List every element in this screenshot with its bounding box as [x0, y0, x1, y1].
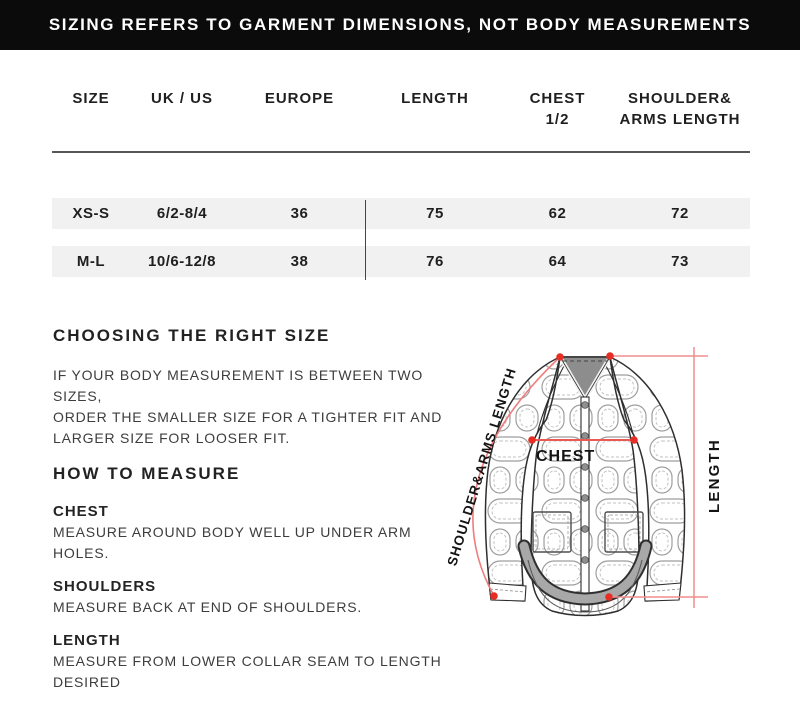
cell-uk-us: 10/6-12/8	[148, 253, 216, 270]
column-header-shoulder-arms: SHOULDER& ARMS LENGTH	[619, 90, 741, 128]
length-label: LENGTH	[706, 438, 720, 513]
jacket-measurement-diagram: CHEST LENGTH SHOULDER&ARMS LENGTH	[444, 347, 720, 617]
measure-item-shoulders: SHOULDERS MEASURE BACK AT END OF SHOULDE…	[53, 577, 468, 618]
table-column-divider	[365, 200, 366, 280]
cell-europe: 38	[290, 253, 309, 270]
shoulder-arms-measure-line	[472, 356, 561, 597]
measure-desc: MEASURE AROUND BODY WELL UP UNDER ARM HO…	[53, 524, 412, 561]
measure-desc: MEASURE FROM LOWER COLLAR SEAM TO LENGTH	[53, 653, 442, 669]
cell-chest: 62	[548, 205, 567, 222]
size-table: SIZE UK / US EUROPE LENGTH CHEST 1/2 SHO…	[52, 60, 750, 280]
size-table-header-row: SIZE UK / US EUROPE LENGTH CHEST 1/2 SHO…	[52, 60, 750, 153]
measure-endpoint-dots	[490, 352, 638, 601]
measure-list: CHEST MEASURE AROUND BODY WELL UP UNDER …	[53, 502, 468, 706]
cell-uk-us: 6/2-8/4	[156, 205, 208, 222]
chest-label: CHEST	[536, 448, 595, 465]
paragraph-line: IF YOUR BODY MEASUREMENT IS BETWEEN TWO …	[53, 367, 424, 404]
cell-length: 76	[426, 253, 444, 270]
paragraph-line: LARGER SIZE FOR LOOSER FIT.	[53, 430, 291, 446]
jacket-illustration	[484, 356, 686, 617]
sizing-disclaimer-text: SIZING REFERS TO GARMENT DIMENSIONS, NOT…	[48, 15, 752, 34]
column-header-chest: CHEST 1/2	[529, 90, 586, 128]
column-header-europe: EUROPE	[264, 90, 335, 107]
cell-chest: 64	[548, 253, 567, 270]
cell-size: XS-S	[72, 205, 110, 222]
measure-label: LENGTH	[53, 632, 121, 649]
column-header-uk-us: UK / US	[150, 90, 213, 107]
left-pocket	[532, 511, 572, 553]
measure-label: SHOULDERS	[53, 578, 157, 595]
cell-length: 75	[426, 205, 444, 222]
paragraph-line: ORDER THE SMALLER SIZE FOR A TIGHTER FIT…	[53, 409, 443, 425]
hem-band	[519, 541, 651, 604]
measure-item-length: LENGTH MEASURE FROM LOWER COLLAR SEAM TO…	[53, 631, 468, 693]
raglan-seam-left	[536, 361, 567, 435]
measure-label: CHEST	[53, 503, 109, 520]
cell-europe: 36	[290, 205, 309, 222]
cell-shoulder-arms: 72	[671, 205, 689, 222]
choosing-size-paragraph: IF YOUR BODY MEASUREMENT IS BETWEEN TWO …	[53, 365, 468, 449]
left-cuff	[488, 582, 527, 602]
sizing-disclaimer-banner: SIZING REFERS TO GARMENT DIMENSIONS, NOT…	[0, 0, 800, 50]
measure-desc: MEASURE BACK AT END OF SHOULDERS.	[53, 599, 363, 615]
raglan-seam-right	[603, 361, 634, 435]
table-row-xs-s: XS-S 6/2-8/4 36 75 62 72	[52, 198, 750, 229]
cell-size: M-L	[76, 253, 106, 270]
column-header-length: LENGTH	[401, 90, 469, 107]
measure-item-chest: CHEST MEASURE AROUND BODY WELL UP UNDER …	[53, 502, 468, 564]
hem-edge	[527, 559, 643, 613]
how-to-measure-heading: HOW TO MEASURE	[53, 464, 241, 483]
table-row-m-l: M-L 10/6-12/8 38 76 64 73	[52, 246, 750, 277]
column-header-size: SIZE	[72, 90, 110, 107]
buttons	[581, 401, 589, 564]
measure-desc: DESIRED	[53, 674, 121, 690]
right-pocket	[604, 511, 644, 553]
choosing-size-heading: CHOOSING THE RIGHT SIZE	[53, 326, 331, 345]
button-placket	[580, 396, 590, 612]
cell-shoulder-arms: 73	[671, 253, 689, 270]
